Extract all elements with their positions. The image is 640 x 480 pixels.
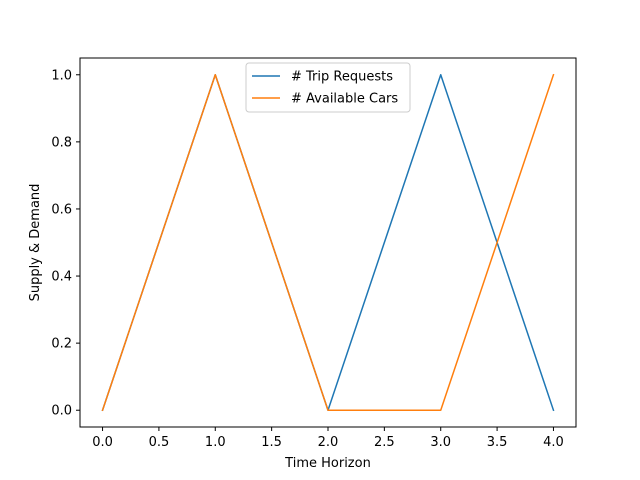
- x-axis: 0.0 0.5 1.0 1.5 2.0 2.5 3.0 3.5 4.0: [92, 427, 564, 450]
- y-axis-title: Supply & Demand: [28, 184, 43, 302]
- x-axis-title: Time Horizon: [284, 456, 371, 471]
- y-tick-label: 0.0: [51, 404, 72, 419]
- y-tick-label: 1.0: [51, 68, 72, 83]
- series-lines: [101, 73, 555, 412]
- x-tick-label: 2.5: [374, 435, 395, 450]
- y-tick-label: 0.4: [51, 270, 72, 285]
- legend-label-0: # Trip Requests: [291, 70, 393, 85]
- y-tick-label: 0.6: [51, 202, 72, 217]
- x-tick-label: 1.0: [205, 435, 226, 450]
- x-tick-label: 3.0: [430, 435, 451, 450]
- x-tick-label: 0.0: [92, 435, 113, 450]
- legend: # Trip Requests # Available Cars: [245, 62, 411, 113]
- y-tick-label: 0.2: [51, 337, 72, 352]
- y-tick-label: 0.8: [51, 135, 72, 150]
- legend-box: [245, 62, 411, 113]
- x-tick-label: 0.5: [149, 435, 170, 450]
- x-tick-label: 2.0: [318, 435, 339, 450]
- x-tick-label: 1.5: [261, 435, 282, 450]
- y-axis: 0.0 0.2 0.4 0.6 0.8 1.0: [51, 68, 80, 419]
- legend-label-1: # Available Cars: [291, 92, 398, 107]
- x-tick-label: 4.0: [543, 435, 564, 450]
- series-line-1: [101, 73, 555, 412]
- x-tick-label: 3.5: [487, 435, 508, 450]
